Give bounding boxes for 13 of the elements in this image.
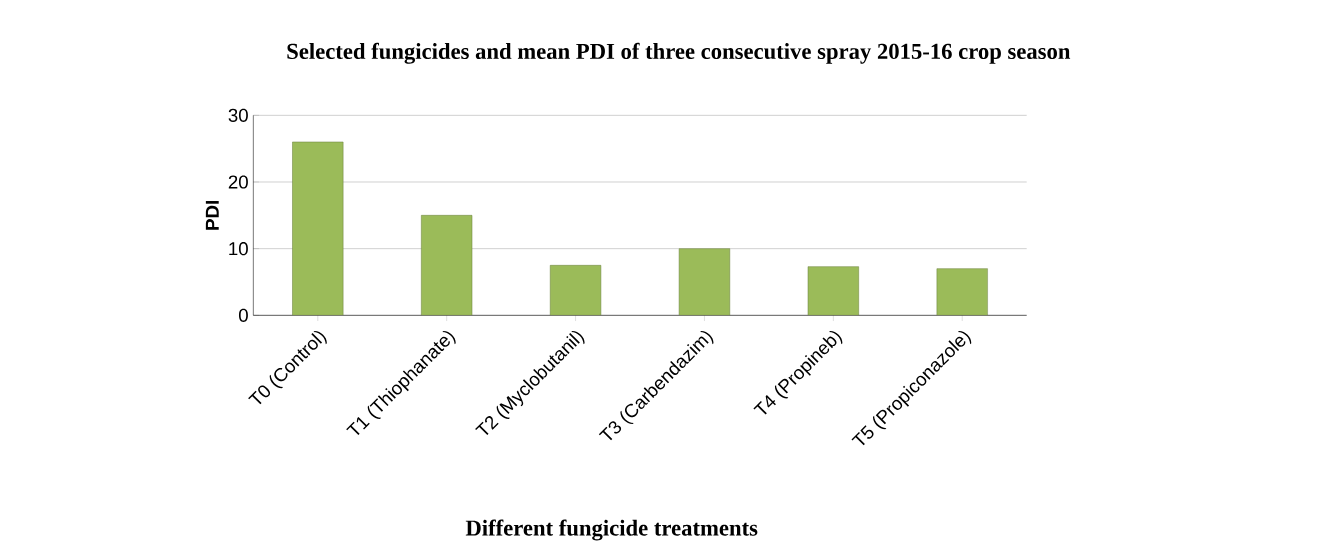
y-tick-label: 0: [238, 308, 248, 322]
y-tick-label: 30: [228, 108, 248, 122]
bar: [807, 266, 859, 316]
bar: [678, 248, 731, 316]
bar: [292, 141, 344, 316]
y-tick-label: 20: [228, 175, 248, 189]
bar: [549, 265, 602, 316]
bar: [936, 268, 988, 316]
y-tick-label: 10: [229, 242, 248, 256]
x-axis-title: Different fungicide treatments: [465, 519, 758, 541]
chart-title: Selected fungicides and mean PDI of three consecutive spray 2015-16 crop season: [287, 42, 1071, 64]
y-axis-title: PDI: [205, 201, 219, 230]
bar: [421, 215, 473, 316]
